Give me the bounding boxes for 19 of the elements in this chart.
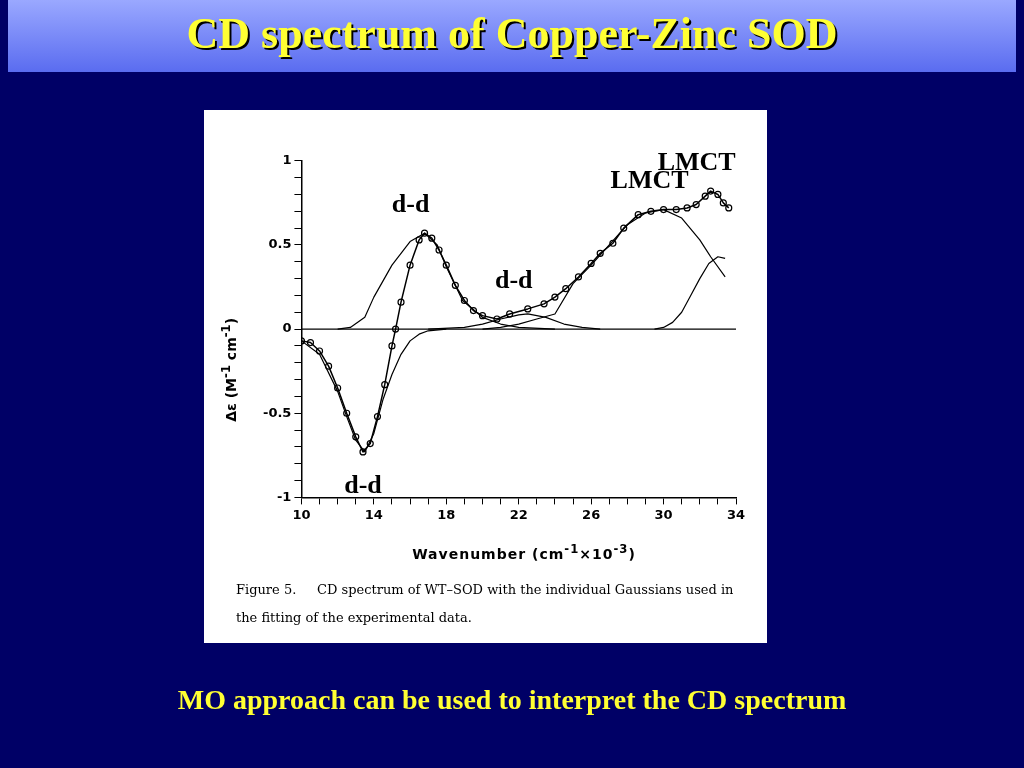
chart-title: CD spectrum of Copper-Zinc SOD — [185, 8, 839, 59]
x-axis-title: Wavenumber (cm$^{-1}$×10$^{-3}$) — [411, 542, 637, 562]
x-tick-label: 14 — [364, 506, 383, 522]
y-tick-label: 1 — [282, 152, 292, 168]
x-tick-label: 22 — [509, 506, 528, 522]
x-tick-label: 34 — [726, 506, 746, 522]
x-tick-label: 10 — [292, 506, 311, 522]
y-tick-label: -0.5 — [262, 404, 292, 420]
annotation: d-d — [494, 264, 534, 294]
text: MO approach can be used to interpret the CD spectrum — [176, 684, 848, 716]
annotation: d-d — [391, 188, 430, 218]
x-tick-label: 26 — [582, 506, 601, 522]
y-tick-label: 0.5 — [268, 236, 292, 252]
y-tick-label: 0 — [282, 320, 292, 336]
y-tick-label: -1 — [276, 488, 292, 504]
x-tick-label: 30 — [654, 506, 673, 522]
annotation: d-d — [344, 469, 383, 499]
caption: Figure 5. CD spectrum of WT–SOD with the individual Gaussians used in the fitting of the experimental data. — [236, 581, 735, 627]
x-tick-label: 18 — [437, 506, 456, 522]
